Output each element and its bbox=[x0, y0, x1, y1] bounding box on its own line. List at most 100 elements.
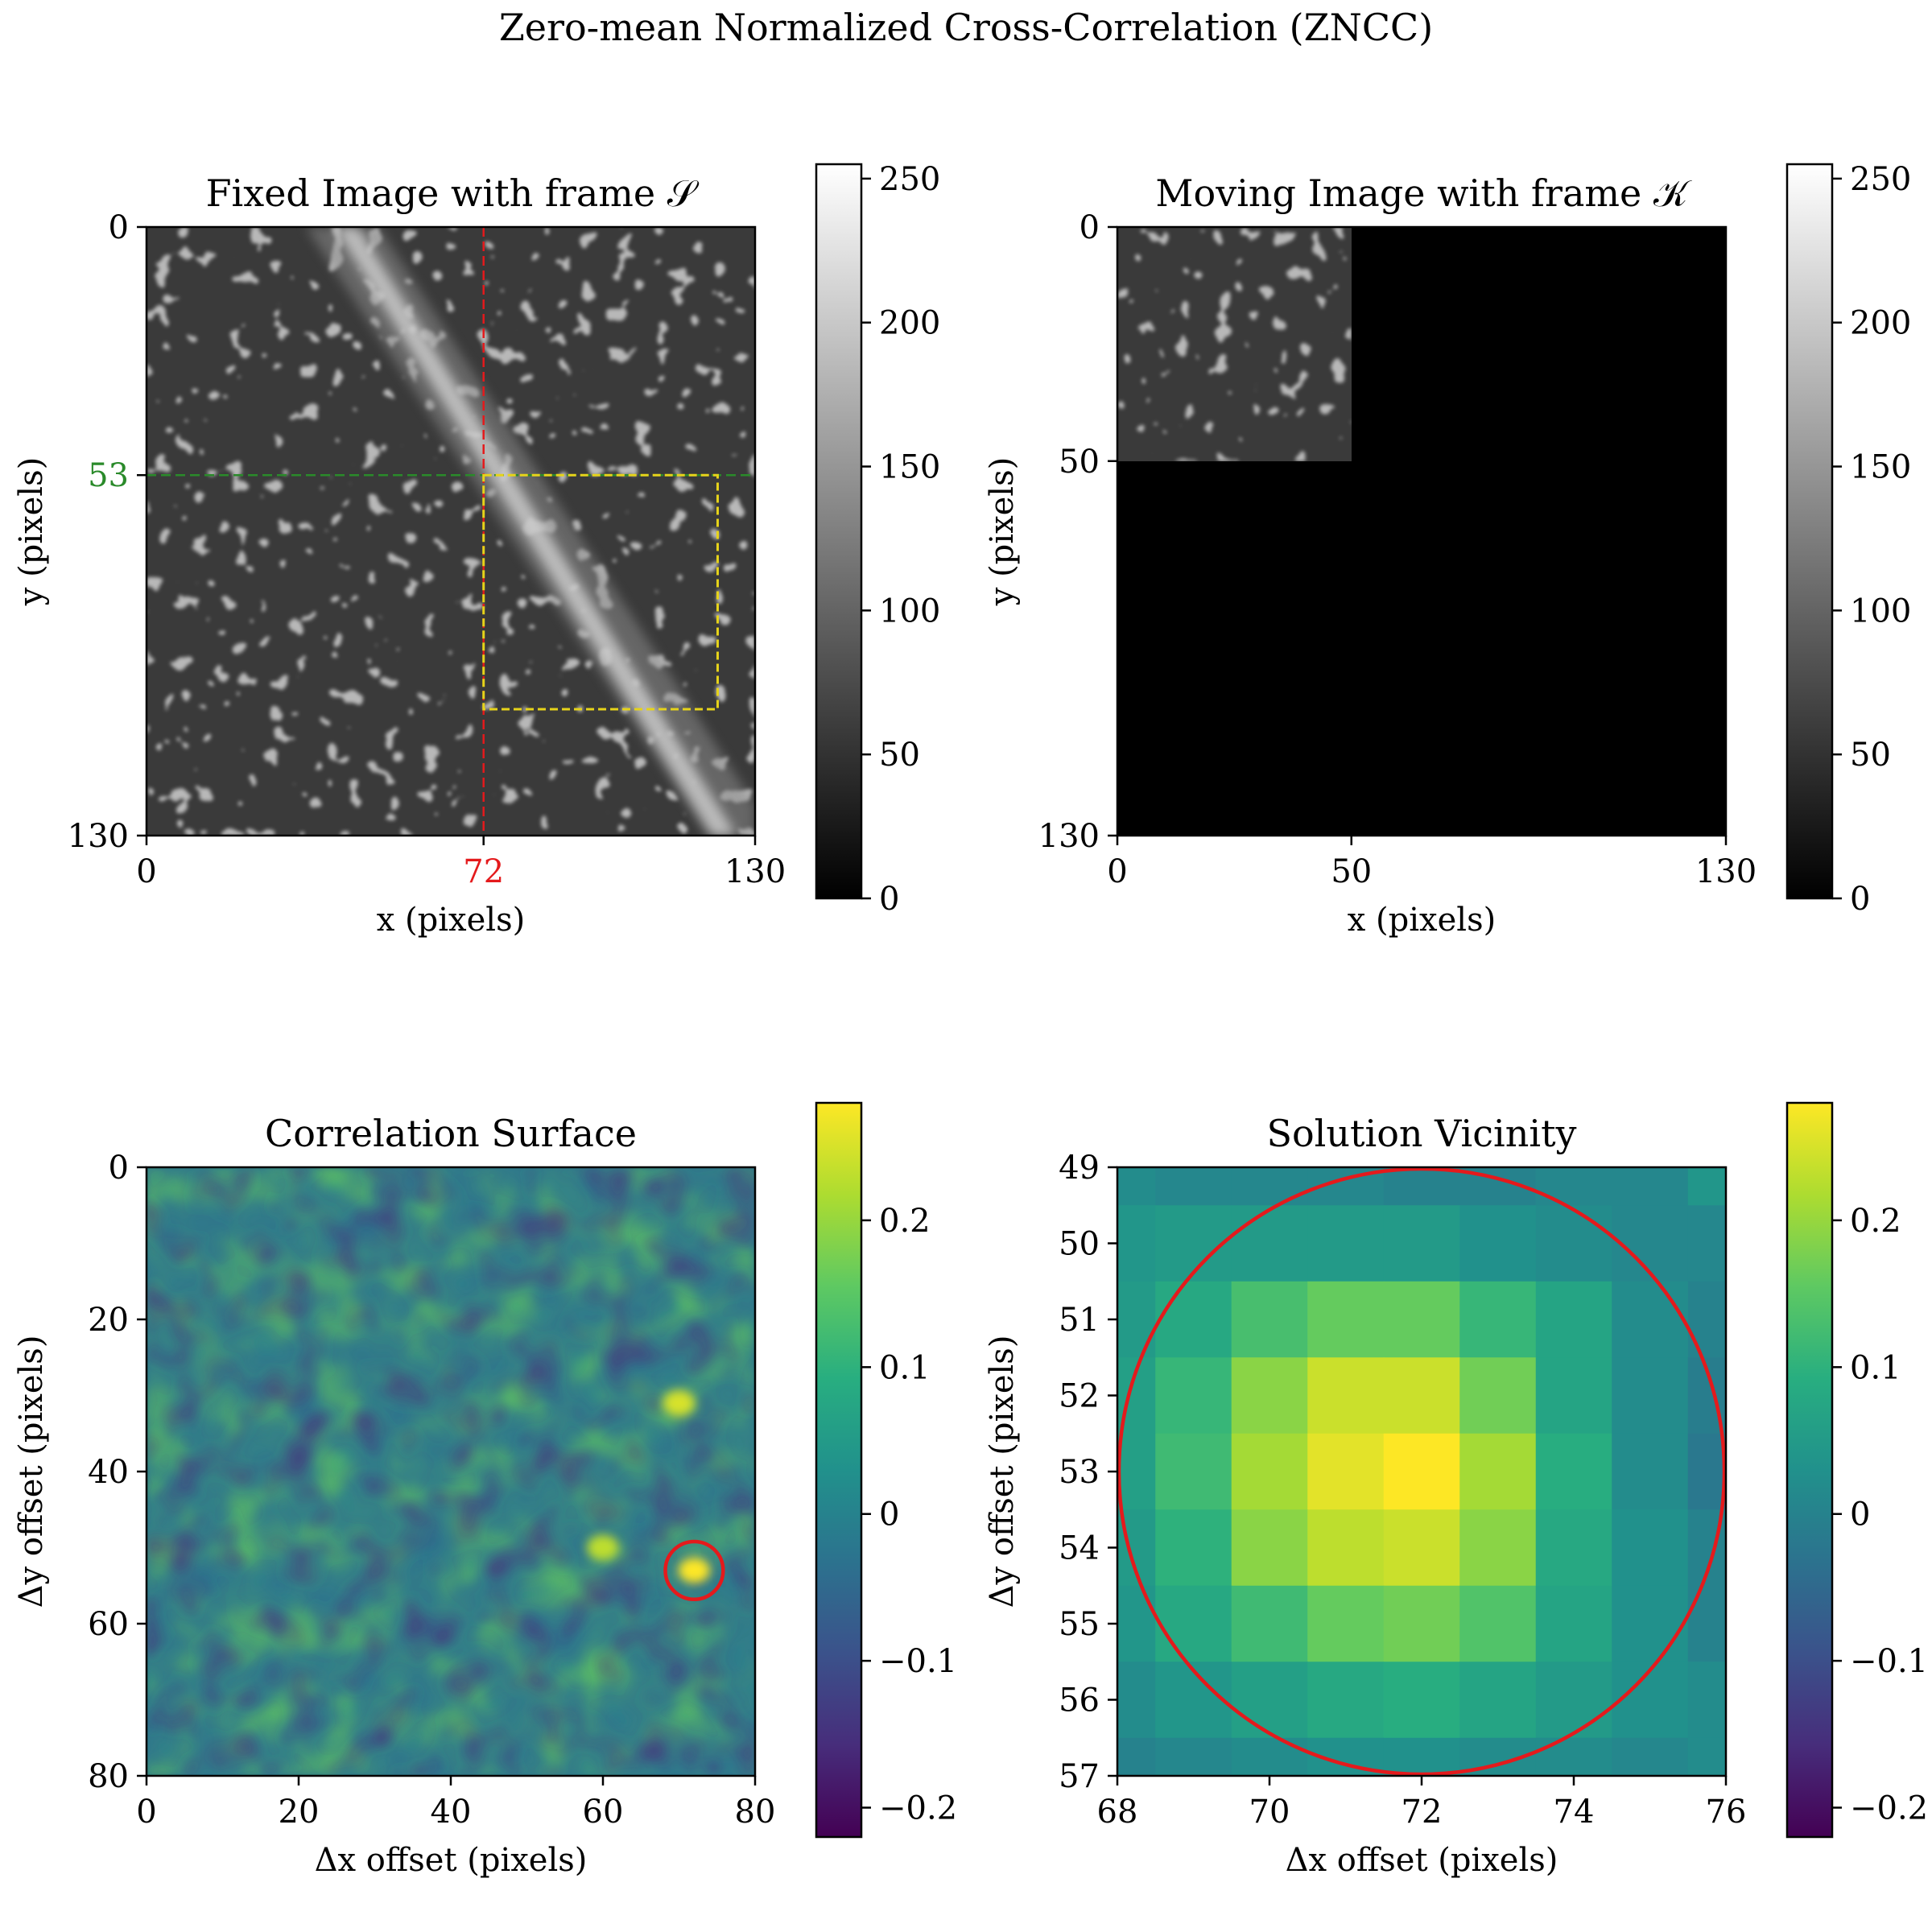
colorbar-tick-label: 100 bbox=[879, 592, 940, 630]
colorbar: 0 50 100 150 200 250 bbox=[815, 161, 940, 918]
heatmap-cell bbox=[1307, 1509, 1385, 1587]
x-tick-label: 80 bbox=[735, 1794, 776, 1831]
heatmap-cell bbox=[1383, 1281, 1460, 1358]
colorbar-gradient bbox=[816, 1103, 861, 1837]
heatmap-cell bbox=[1383, 1357, 1460, 1435]
heatmap-cell bbox=[1535, 1205, 1612, 1282]
x-tick-label: 74 bbox=[1554, 1794, 1595, 1831]
colorbar-tick-label: 0.1 bbox=[1850, 1349, 1901, 1386]
y-tick-label: 50 bbox=[1059, 1226, 1100, 1263]
solution-circle bbox=[1117, 1166, 1727, 1777]
colorbar-tick-label: −0.1 bbox=[879, 1643, 957, 1680]
heatmap-cell bbox=[1117, 1281, 1156, 1358]
axes-frame bbox=[1116, 225, 1728, 837]
x-tick-label: 72 bbox=[1402, 1794, 1443, 1831]
heatmap-cell bbox=[1459, 1281, 1537, 1358]
heatmap-cell bbox=[1231, 1585, 1308, 1662]
colorbar-frame bbox=[815, 163, 863, 900]
y-tick-label: 56 bbox=[1059, 1682, 1100, 1719]
heatmap-cell bbox=[1383, 1509, 1460, 1587]
colorbar-tick-label: −0.2 bbox=[879, 1790, 957, 1827]
heatmap-cell bbox=[1459, 1662, 1537, 1739]
correlation-peak bbox=[678, 1557, 711, 1583]
x-tick-label: 130 bbox=[1695, 853, 1757, 890]
heatmap-cell bbox=[1231, 1433, 1308, 1510]
colorbar-tick-label: 0 bbox=[1850, 1496, 1870, 1534]
y-axis-label: Δy offset (pixels) bbox=[13, 1335, 50, 1608]
heatmap-cell bbox=[1383, 1167, 1460, 1206]
heatmap-cell bbox=[1687, 1585, 1726, 1662]
heatmap-cell bbox=[1383, 1585, 1460, 1662]
colorbar-tick-label: 250 bbox=[879, 161, 940, 198]
heatmap-cell bbox=[1155, 1509, 1232, 1587]
fixed-image-overlays bbox=[147, 227, 755, 836]
heatmap-cell bbox=[1612, 1167, 1689, 1206]
colorbar-gradient bbox=[1787, 164, 1832, 898]
y-axis-label: Δy offset (pixels) bbox=[984, 1335, 1021, 1608]
x-axis-label: x (pixels) bbox=[377, 902, 525, 939]
x-tick-label: 0 bbox=[136, 853, 156, 890]
colorbar-frame bbox=[1785, 163, 1834, 900]
heatmap-cell bbox=[1612, 1662, 1689, 1739]
heatmap-cell bbox=[1687, 1433, 1726, 1510]
y-tick-label: 60 bbox=[88, 1606, 129, 1643]
heatmap-cell bbox=[1612, 1281, 1689, 1358]
heatmap-cell bbox=[1612, 1509, 1689, 1587]
colorbar-tick-label: 200 bbox=[1850, 305, 1911, 342]
x-tick-label: 0 bbox=[1107, 853, 1127, 890]
heatmap-cell bbox=[1231, 1509, 1308, 1587]
heatmap-cell bbox=[1535, 1167, 1612, 1206]
heatmap-cell bbox=[1155, 1585, 1232, 1662]
colorbar-gradient bbox=[1787, 1103, 1832, 1837]
heatmap-cell bbox=[1307, 1357, 1385, 1435]
heatmap-cell bbox=[1231, 1357, 1308, 1435]
colorbar-frame bbox=[1785, 1101, 1834, 1839]
heatmap-cell bbox=[1383, 1205, 1460, 1282]
heatmap-cell bbox=[1612, 1433, 1689, 1510]
axis-ticks: 68 70 72 74 76 49 50 51 52 53 54 55 56 57 bbox=[1059, 1150, 1746, 1831]
x-axis-label: Δx offset (pixels) bbox=[315, 1842, 588, 1879]
y-tick-label: 54 bbox=[1059, 1530, 1100, 1567]
heatmap-cell bbox=[1155, 1205, 1232, 1282]
heatmap-cell bbox=[1459, 1205, 1537, 1282]
colorbar-tick-label: −0.1 bbox=[1850, 1643, 1928, 1680]
heatmap-cell bbox=[1231, 1737, 1308, 1776]
x-tick-label: 76 bbox=[1706, 1794, 1747, 1831]
heatmap-cell bbox=[1535, 1433, 1612, 1510]
heatmap-cell bbox=[1535, 1737, 1612, 1776]
heatmap-cell bbox=[1155, 1167, 1232, 1206]
heatmap-cell bbox=[1307, 1205, 1385, 1282]
y-tick-label: 51 bbox=[1059, 1302, 1100, 1339]
peak-circle bbox=[663, 1539, 725, 1602]
heatmap-cell bbox=[1231, 1662, 1308, 1739]
y-axis-label: y (pixels) bbox=[13, 457, 50, 606]
heatmap-cell bbox=[1117, 1662, 1156, 1739]
x-tick-label: 0 bbox=[136, 1794, 156, 1831]
heatmap-cell bbox=[1535, 1281, 1612, 1358]
panel-solution-vicinity: Solution Vicinity 68 70 72 74 76 49 50 51 52 53 54… bbox=[984, 1101, 1928, 1879]
heatmap-cell bbox=[1231, 1205, 1308, 1282]
heatmap-cell bbox=[1117, 1737, 1156, 1776]
heatmap-cell bbox=[1155, 1662, 1232, 1739]
heatmap-cell bbox=[1307, 1662, 1385, 1739]
colorbar: 0 50 100 150 200 250 bbox=[1785, 161, 1911, 918]
moving-image-pixels bbox=[1117, 227, 1726, 836]
solution-marker bbox=[1117, 1166, 1727, 1777]
colorbar-tick-label: 150 bbox=[879, 449, 940, 486]
y-tick-label: 0 bbox=[109, 1150, 129, 1187]
x-axis-label: Δx offset (pixels) bbox=[1286, 1842, 1558, 1879]
heatmap-cell bbox=[1612, 1737, 1689, 1776]
axes-frame bbox=[145, 225, 757, 837]
heatmap-cell bbox=[1612, 1585, 1689, 1662]
heatmap-cell bbox=[1687, 1205, 1726, 1282]
heatmap-cell bbox=[1535, 1662, 1612, 1739]
heatmap-cell bbox=[1155, 1357, 1232, 1435]
colorbar-tick-label: 0.2 bbox=[879, 1203, 931, 1240]
heatmap-cell bbox=[1535, 1509, 1612, 1587]
